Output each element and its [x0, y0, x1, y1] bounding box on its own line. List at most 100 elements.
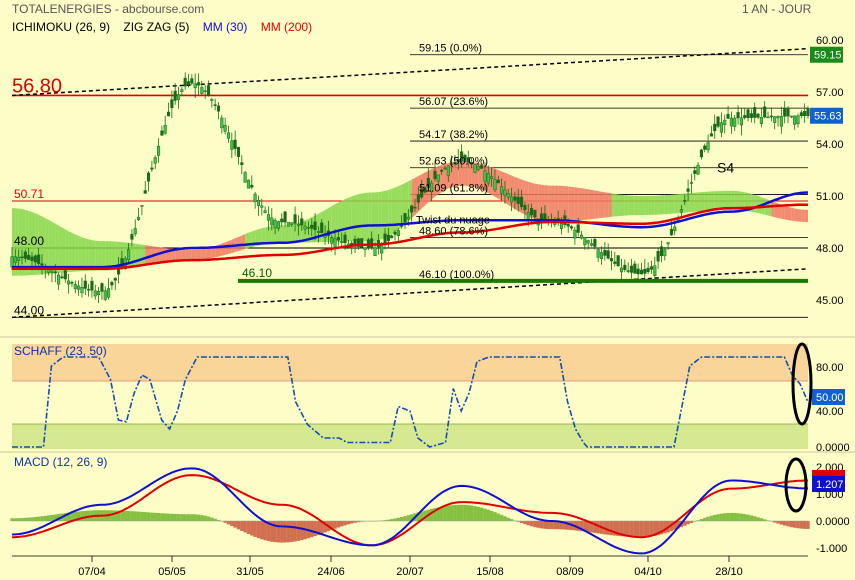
candlestick: [140, 205, 144, 216]
ichimoku-cloud: [355, 194, 359, 242]
ichimoku-cloud: [674, 194, 679, 214]
macd-histogram-bar: [782, 521, 787, 526]
candle-body: [60, 276, 64, 279]
candle-body: [210, 99, 214, 101]
candle-body: [166, 111, 171, 117]
ichimoku-cloud: [308, 217, 312, 243]
level-label-56.80: 56.80: [12, 75, 62, 97]
candlestick: [793, 115, 797, 130]
candle-body: [320, 222, 324, 233]
ichimoku-cloud: [365, 192, 369, 242]
candlestick: [506, 188, 510, 201]
ichimoku-cloud: [601, 191, 605, 218]
candle-body: [17, 256, 21, 261]
ichimoku-cloud: [371, 192, 376, 242]
macd-y-tick: 0.0000: [816, 516, 850, 528]
ichimoku-cloud: [381, 190, 386, 240]
candle-body: [330, 237, 334, 244]
candle-body: [440, 169, 444, 172]
candlestick: [763, 101, 767, 119]
ichimoku-cloud: [48, 219, 52, 274]
candlestick: [500, 178, 504, 202]
candlestick: [107, 278, 111, 300]
candle-body: [416, 194, 420, 203]
candlestick: [93, 284, 97, 300]
candle-body: [616, 255, 620, 267]
macd-histogram-bar: [230, 521, 234, 526]
schaff-y-tick: 0.0000: [816, 442, 850, 454]
candlestick: [276, 220, 280, 232]
candlestick: [396, 228, 400, 243]
macd-histogram-bar: [136, 511, 141, 521]
candle-body: [436, 174, 440, 182]
candle-body: [703, 145, 707, 150]
candlestick: [603, 242, 607, 261]
candlestick: [320, 219, 324, 234]
candle-body: [280, 218, 284, 223]
candle-body: [403, 213, 407, 223]
macd-histogram-bar: [310, 521, 314, 538]
ichimoku-cloud: [594, 190, 599, 219]
ichimoku-cloud: [468, 161, 472, 187]
candle-body: [80, 287, 84, 294]
candle-body: [160, 130, 164, 136]
candlestick: [716, 116, 720, 129]
ichimoku-cloud: [285, 225, 289, 243]
candlestick: [723, 114, 727, 134]
ichimoku-cloud: [21, 209, 26, 276]
candlestick: [759, 108, 763, 128]
ichimoku-cloud: [348, 196, 352, 242]
candlestick: [683, 194, 687, 206]
ichimoku-cloud: [591, 189, 595, 220]
candle-body: [530, 208, 534, 216]
ichimoku-cloud: [638, 195, 642, 216]
candlestick: [273, 217, 277, 235]
candle-body: [619, 267, 624, 273]
candle-body: [726, 113, 730, 119]
macd-histogram-bar: [333, 521, 337, 529]
ichimoku-cloud: [414, 176, 419, 215]
candlestick: [779, 106, 783, 134]
candle-body: [87, 288, 91, 291]
candlestick: [416, 186, 420, 210]
candle-body: [746, 109, 750, 118]
candlestick: [166, 102, 171, 117]
candlestick: [293, 206, 297, 232]
candle-body: [107, 288, 111, 298]
candlestick: [470, 158, 474, 169]
macd-histogram-bar: [36, 516, 41, 521]
macd-histogram-bar: [233, 521, 237, 528]
candle-body: [446, 165, 450, 176]
candlestick: [533, 209, 537, 220]
candle-body: [223, 124, 227, 132]
macd-histogram-bar: [759, 518, 764, 521]
candle-body: [170, 99, 174, 108]
candle-body: [526, 212, 530, 220]
candlestick: [290, 221, 294, 228]
ichimoku-cloud: [734, 190, 739, 211]
candlestick: [766, 111, 770, 119]
schaff-title: SCHAFF (23, 50): [14, 344, 107, 358]
macd-histogram-bar: [686, 521, 690, 525]
fibonacci-label: 46.10 (100.0%): [419, 269, 494, 281]
ichimoku-cloud: [614, 193, 619, 217]
current-price-tag: [810, 107, 843, 124]
ichimoku-cloud: [95, 240, 99, 271]
macd-histogram-bar: [290, 521, 294, 542]
candle-body: [410, 205, 414, 213]
candlestick: [440, 168, 444, 175]
ichimoku-cloud: [671, 194, 675, 214]
candle-body: [759, 117, 763, 125]
macd-histogram-bar: [313, 521, 317, 537]
candle-body: [496, 179, 500, 184]
candle-body: [137, 216, 141, 221]
macd-histogram-bar: [56, 514, 61, 521]
ichimoku-cloud: [131, 243, 136, 268]
ichimoku-cloud: [55, 223, 59, 274]
ichimoku-cloud: [181, 249, 186, 261]
macd-histogram-bar: [519, 521, 524, 524]
candlestick: [456, 149, 460, 170]
ichimoku-cloud: [115, 241, 119, 270]
candle-body: [659, 246, 664, 257]
macd-histogram-bar: [786, 521, 790, 527]
